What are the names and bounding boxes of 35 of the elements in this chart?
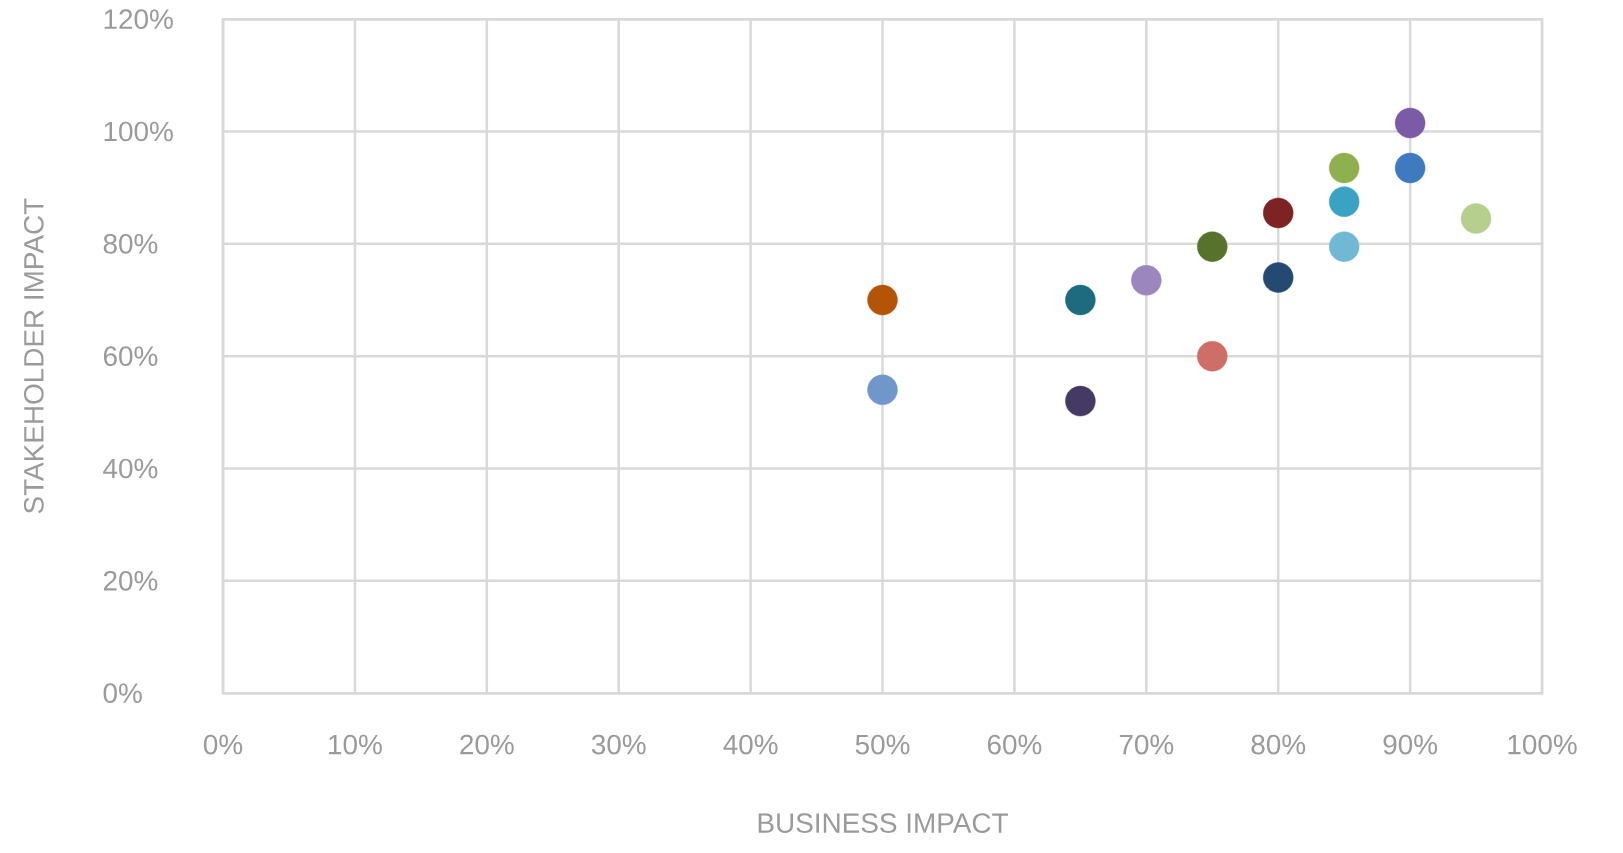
point [1328,152,1360,184]
point [1131,265,1162,296]
x-tick-label: 10% [329,734,382,755]
y-tick-label: 100% [104,121,173,142]
point [1065,284,1096,316]
x-tick-label: 20% [460,734,514,755]
point [1394,107,1426,139]
point [1328,186,1360,217]
point [1197,340,1228,372]
x-tick-label: 90% [1383,734,1438,755]
y-tick-label: 40% [103,458,158,479]
point [867,284,898,316]
y-tick-label: 0% [103,683,142,703]
y-tick-label: 80% [103,233,158,254]
y-axis-title: STAKEHOLDER IMPACT [23,198,44,514]
x-tick-label: 40% [723,734,778,755]
y-tick-label: 120% [104,9,173,29]
x-tick-label: 70% [1119,734,1174,755]
point [867,374,898,405]
point [1394,152,1426,184]
point [1460,203,1492,234]
point [1263,262,1294,293]
point [1065,385,1096,417]
point [1197,231,1228,262]
point [1263,197,1294,229]
x-tick-label: 30% [591,734,646,755]
y-tick-label: 60% [103,346,158,366]
x-tick-label: 100% [1508,734,1577,755]
x-tick-label: 60% [987,734,1042,755]
x-axis-title: BUSINESS IMPACT [758,813,1008,833]
x-tick-label: 0% [203,734,243,755]
y-tick-label: 20% [103,570,158,591]
x-tick-label: 50% [855,734,910,755]
x-tick-label: 80% [1251,734,1306,755]
point [1328,231,1360,262]
